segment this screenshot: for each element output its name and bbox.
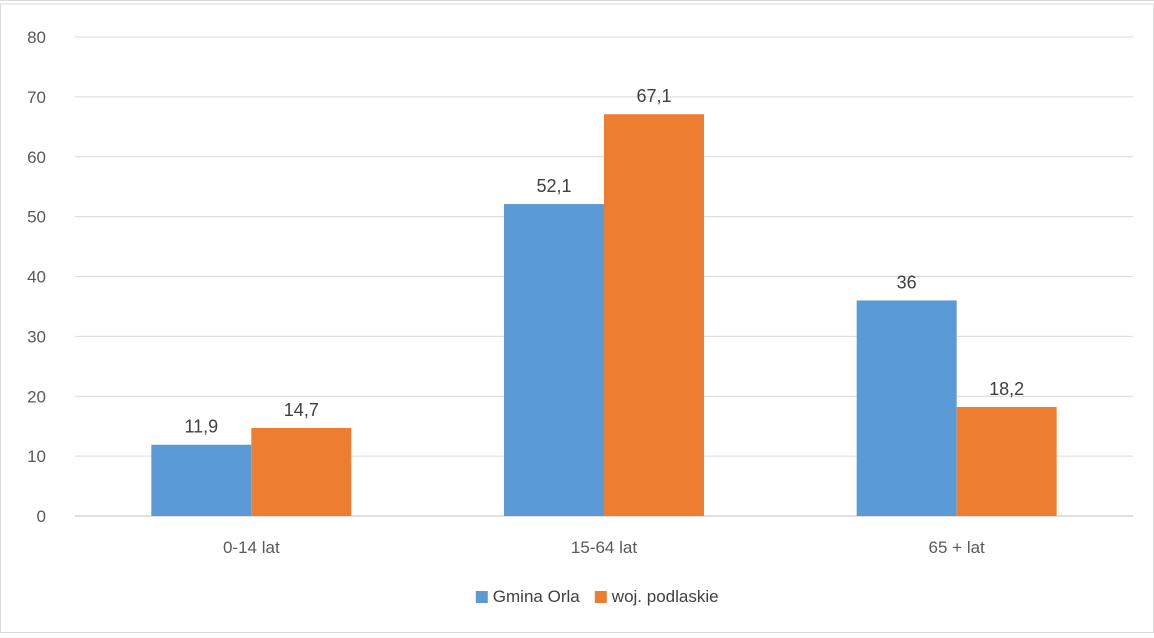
y-tick-label: 60 xyxy=(27,148,46,167)
data-label: 14,7 xyxy=(284,400,319,420)
y-tick-label: 40 xyxy=(27,268,46,287)
x-tick-label: 65 + lat xyxy=(929,538,986,557)
data-label: 18,2 xyxy=(989,379,1024,399)
data-labels: 11,9 14,7 52,1 67,1 36 18,2 xyxy=(184,86,1024,437)
y-tick-label: 80 xyxy=(27,28,46,47)
bar xyxy=(956,407,1057,516)
x-axis: 0-14 lat 15-64 lat 65 + lat xyxy=(223,538,985,557)
data-label: 67,1 xyxy=(636,86,671,106)
bar xyxy=(856,300,957,516)
legend: Gmina Orla woj. podlaskie xyxy=(475,587,719,606)
data-label: 36 xyxy=(897,272,917,292)
bar xyxy=(151,444,252,516)
y-tick-label: 70 xyxy=(27,88,46,107)
bar xyxy=(604,114,704,517)
legend-label: woj. podlaskie xyxy=(611,587,719,606)
bar xyxy=(504,204,604,516)
legend-label: Gmina Orla xyxy=(493,587,580,606)
y-tick-label: 50 xyxy=(27,208,46,227)
y-axis: 0 10 20 30 40 50 60 70 80 xyxy=(27,28,46,526)
data-label: 11,9 xyxy=(184,417,218,437)
bars xyxy=(151,114,1057,517)
legend-swatch xyxy=(594,591,607,603)
bar xyxy=(251,427,352,516)
y-tick-label: 10 xyxy=(27,447,46,466)
y-tick-label: 0 xyxy=(37,507,46,526)
data-label: 52,1 xyxy=(536,176,571,196)
x-tick-label: 0-14 lat xyxy=(223,538,280,557)
x-tick-label: 15-64 lat xyxy=(571,538,637,557)
legend-swatch xyxy=(475,591,488,603)
y-tick-label: 30 xyxy=(27,327,46,346)
y-tick-label: 20 xyxy=(27,387,46,406)
